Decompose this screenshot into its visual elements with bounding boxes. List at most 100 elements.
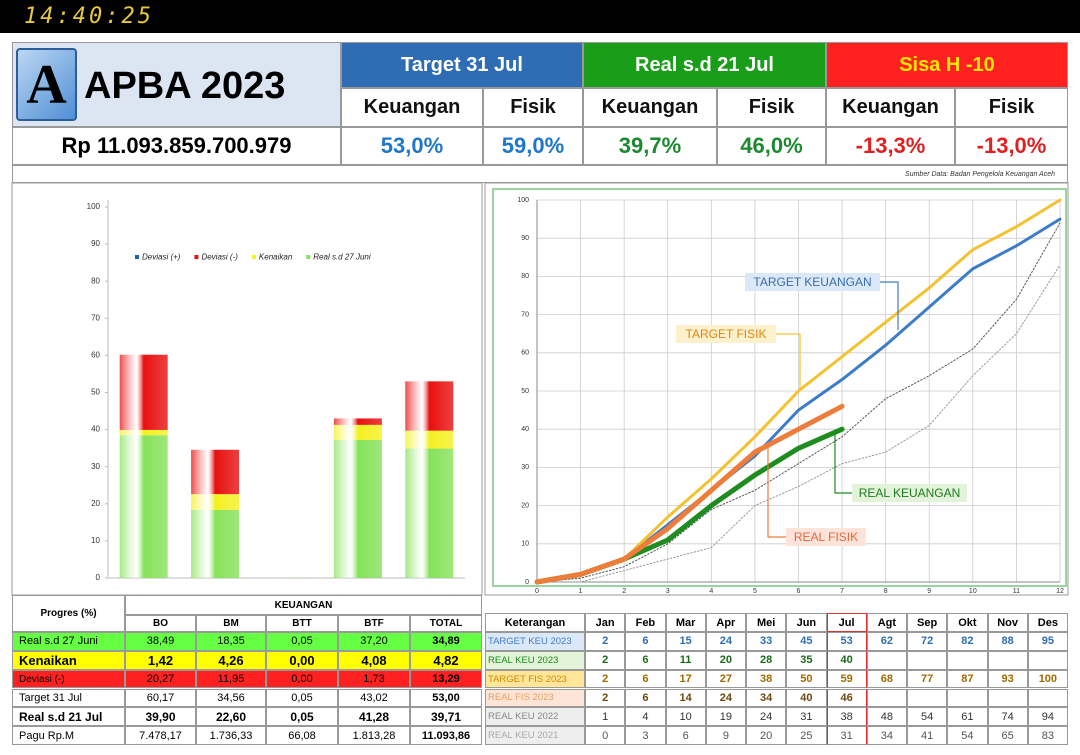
cell: [947, 650, 988, 670]
y-tick-label: 40: [91, 425, 100, 434]
source-note: Sumber Data: Badan Pengelola Keuangan Ac…: [12, 165, 1068, 183]
bar-segment: [119, 354, 168, 430]
legend-swatch: [306, 255, 311, 259]
cell: 9: [705, 726, 746, 745]
callout-label: REAL FISIK: [794, 530, 858, 544]
bar-segment: [333, 424, 382, 440]
cell: 24: [705, 632, 746, 651]
cell: 31: [826, 726, 867, 745]
cell: 11.093,86: [410, 726, 482, 745]
cell: 53,00: [410, 688, 482, 708]
group-title: Sisa H -10: [826, 42, 1068, 88]
cell: 43,02: [338, 688, 410, 708]
y-tick-label: 40: [521, 426, 529, 433]
cell: 27: [705, 669, 746, 689]
row-label: Real s.d 27 Juni: [12, 632, 125, 651]
cell: [947, 688, 988, 708]
row-label: REAL KEU 2023: [485, 650, 585, 670]
logo: A: [16, 48, 77, 121]
cell: 7.478,17: [125, 726, 196, 745]
plot-frame: [492, 188, 1067, 587]
legend-swatch: [135, 255, 139, 259]
cell: 35: [786, 650, 827, 670]
cell: 93: [987, 669, 1028, 689]
table-group: KEUANGAN: [125, 595, 482, 615]
column-header: Apr: [705, 613, 746, 632]
bar-segment: [405, 381, 454, 431]
column-header: Feb: [625, 613, 666, 632]
cell: 18,35: [196, 632, 266, 651]
cell: 4,26: [196, 650, 266, 670]
cell: 40: [786, 688, 827, 708]
cell: 88: [987, 632, 1028, 651]
cell: 54: [947, 726, 988, 745]
row-label: TARGET FIS 2023: [485, 669, 585, 689]
bar-segment: [405, 448, 454, 578]
column-header: TOTAL: [410, 615, 482, 632]
cell: 94: [1027, 707, 1068, 727]
cell: 82: [947, 632, 988, 651]
cell: 38,49: [125, 632, 196, 651]
cell: 10: [665, 707, 706, 727]
cell: 46: [826, 688, 867, 708]
y-tick-label: 100: [517, 197, 529, 204]
y-tick-label: 0: [525, 579, 529, 586]
cell: 11,95: [196, 669, 266, 689]
amount: Rp 11.093.859.700.979: [12, 127, 341, 165]
cell: 6: [625, 650, 666, 670]
callout-line: [834, 432, 852, 494]
y-tick-label: 30: [521, 464, 529, 471]
callout-label: TARGET KEUANGAN: [753, 275, 871, 289]
cell: 3: [625, 726, 666, 745]
line-series: [536, 222, 1061, 583]
cell: 6: [625, 688, 666, 708]
y-tick-label: 70: [521, 311, 529, 318]
cell: 13,29: [410, 669, 482, 689]
column-header: Des: [1027, 613, 1068, 632]
column-header: Mei: [746, 613, 787, 632]
callout-line: [767, 442, 786, 538]
x-tick-label: 0: [535, 588, 539, 595]
y-tick-label: 90: [521, 235, 529, 242]
cell: 39,71: [410, 707, 482, 727]
cell: 72: [907, 632, 948, 651]
legend-swatch: [194, 255, 199, 259]
metric-label: Keuangan: [826, 88, 955, 127]
cell: 38: [826, 707, 867, 727]
bar-segment: [191, 509, 240, 578]
cell: 59: [826, 669, 867, 689]
y-tick-label: 20: [521, 502, 529, 509]
callout-label: REAL KEUANGAN: [859, 486, 961, 500]
column-header: Jun: [786, 613, 827, 632]
cell: [866, 650, 907, 670]
table-title: Progres (%): [12, 595, 125, 632]
cell: 0,00: [266, 650, 338, 670]
cell: [866, 688, 907, 708]
cell: 1: [585, 707, 626, 727]
cell: 100: [1027, 669, 1068, 689]
row-label: Pagu Rp.M: [12, 726, 125, 745]
x-tick-label: 6: [797, 588, 801, 595]
x-tick-label: 9: [927, 588, 931, 595]
y-tick-label: 30: [91, 462, 100, 471]
row-label: Kenaikan: [12, 650, 125, 670]
row-label: REAL KEU 2021: [485, 726, 585, 745]
line-series: [534, 403, 845, 585]
cell: 25: [786, 726, 827, 745]
callout-line: [776, 333, 801, 390]
column-header: BO: [125, 615, 196, 632]
cell: 48: [866, 707, 907, 727]
y-tick-label: 20: [91, 499, 100, 508]
cell: 6: [665, 726, 706, 745]
column-header: BM: [196, 615, 266, 632]
cell: 11: [665, 650, 706, 670]
callout-box: [745, 273, 880, 291]
cell: 34,56: [196, 688, 266, 708]
cell: 0,05: [266, 707, 338, 727]
bar-segment: [405, 430, 454, 449]
y-tick-label: 100: [87, 202, 101, 211]
cell: 1,73: [338, 669, 410, 689]
cell: 61: [947, 707, 988, 727]
